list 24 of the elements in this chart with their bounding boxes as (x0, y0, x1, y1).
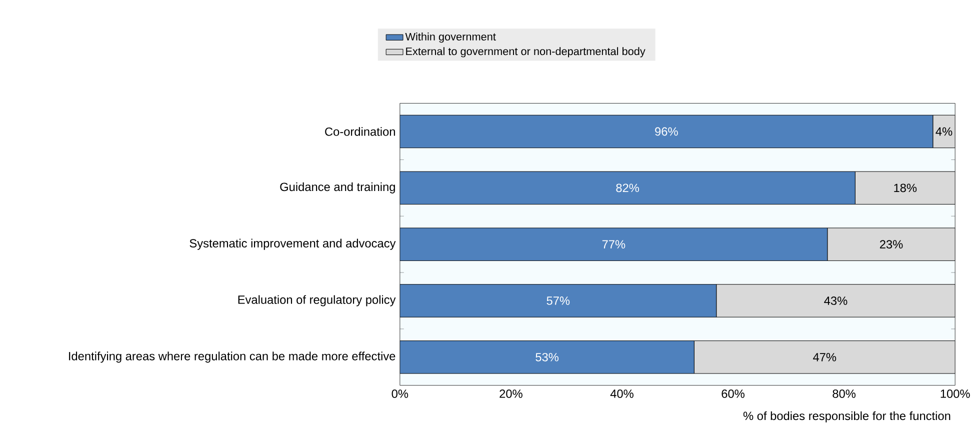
x-tick-label: 100% (940, 390, 970, 398)
data-label: 43% (824, 296, 848, 305)
y-tick-label: Identifying areas where regulation can be made more effective (69, 352, 396, 363)
legend-label: External to government or non-departmental body (406, 47, 646, 58)
data-label: 47% (813, 352, 836, 362)
x-tick-label: 0% (392, 390, 408, 398)
x-tick-label: 60% (722, 390, 744, 398)
y-tick-label: Co-ordination (325, 127, 395, 136)
data-label: 23% (880, 240, 903, 248)
x-tick-label: 20% (500, 390, 522, 398)
legend-label: Within government (405, 32, 496, 43)
data-label: 57% (546, 296, 570, 305)
data-label: 18% (894, 184, 917, 192)
y-tick-label: Systematic improvement and advocacy (190, 238, 396, 250)
data-label: 77% (602, 240, 626, 248)
x-tick-label: 80% (832, 390, 856, 398)
y-tick-label: Evaluation of regulatory policy (238, 295, 396, 306)
data-label: 96% (655, 127, 678, 136)
data-label: 82% (616, 184, 640, 192)
data-label: 53% (536, 352, 558, 362)
y-tick-label: Guidance and training (280, 182, 395, 194)
data-label: 4% (936, 127, 952, 136)
x-tick-label: 40% (610, 390, 634, 398)
x-axis-title: % of bodies responsible for the function (743, 411, 950, 422)
